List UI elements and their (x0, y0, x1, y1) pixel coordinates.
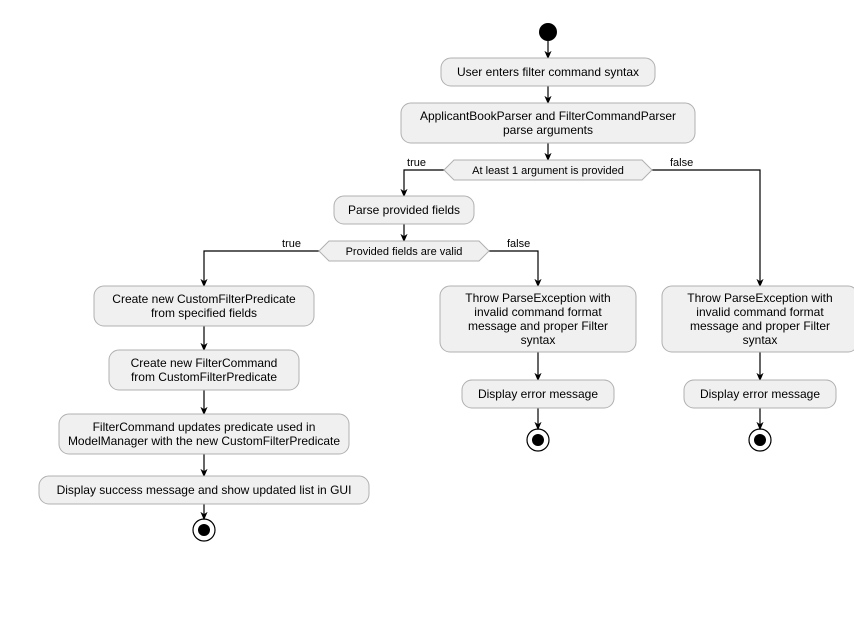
svg-text:Display success message and sh: Display success message and show updated… (57, 483, 352, 497)
svg-text:ModelManager with the new Cust: ModelManager with the new CustomFilterPr… (68, 434, 340, 448)
svg-text:from CustomFilterPredicate: from CustomFilterPredicate (131, 370, 277, 384)
svg-text:syntax: syntax (743, 333, 778, 347)
svg-text:User enters filter command syn: User enters filter command syntax (457, 65, 639, 79)
edge (204, 251, 319, 286)
edge (489, 251, 538, 286)
node-n9: Display error message (462, 380, 614, 408)
node-start (539, 23, 557, 41)
node-d1: At least 1 argument is provided (444, 160, 652, 180)
node-n4: Create new CustomFilterPredicatefrom spe… (94, 286, 314, 326)
svg-text:from specified fields: from specified fields (151, 306, 257, 320)
svg-text:Throw ParseException with: Throw ParseException with (687, 291, 832, 305)
svg-text:Display error message: Display error message (700, 387, 820, 401)
node-n6: FilterCommand updates predicate used inM… (59, 414, 349, 454)
svg-text:invalid command format: invalid command format (474, 305, 602, 319)
node-n5: Create new FilterCommandfrom CustomFilte… (109, 350, 299, 390)
svg-text:Create new CustomFilterPredica: Create new CustomFilterPredicate (112, 292, 296, 306)
svg-text:parse arguments: parse arguments (503, 123, 593, 137)
node-end2 (527, 429, 549, 451)
node-n2: ApplicantBookParser and FilterCommandPar… (401, 103, 695, 143)
svg-text:ApplicantBookParser and Filter: ApplicantBookParser and FilterCommandPar… (420, 109, 676, 123)
svg-text:Create new FilterCommand: Create new FilterCommand (131, 356, 278, 370)
svg-text:invalid command format: invalid command format (696, 305, 824, 319)
edge-label: false (670, 157, 693, 169)
node-n11: Display error message (684, 380, 836, 408)
node-end3 (749, 429, 771, 451)
node-d2: Provided fields are valid (319, 241, 489, 261)
node-n1: User enters filter command syntax (441, 58, 655, 86)
svg-text:syntax: syntax (521, 333, 556, 347)
svg-text:Throw ParseException with: Throw ParseException with (465, 291, 610, 305)
svg-text:message and proper Filter: message and proper Filter (690, 319, 830, 333)
node-n3: Parse provided fields (334, 196, 474, 224)
svg-text:FilterCommand updates predicat: FilterCommand updates predicate used in (93, 420, 316, 434)
activity-diagram: true false true false User enters filter co… (10, 10, 854, 623)
edge (404, 170, 444, 196)
node-end1 (193, 519, 215, 541)
svg-text:Parse provided fields: Parse provided fields (348, 203, 460, 217)
svg-text:Provided fields are valid: Provided fields are valid (346, 246, 463, 258)
edge-label: true (282, 238, 301, 250)
svg-text:message and proper Filter: message and proper Filter (468, 319, 608, 333)
node-n7: Display success message and show updated… (39, 476, 369, 504)
edge-label: false (507, 238, 530, 250)
svg-text:Display error message: Display error message (478, 387, 598, 401)
edge (652, 170, 760, 286)
node-n10: Throw ParseException withinvalid command… (662, 286, 854, 352)
svg-text:At least 1 argument is provide: At least 1 argument is provided (472, 165, 624, 177)
node-n8: Throw ParseException withinvalid command… (440, 286, 636, 352)
edge-label: true (407, 157, 426, 169)
